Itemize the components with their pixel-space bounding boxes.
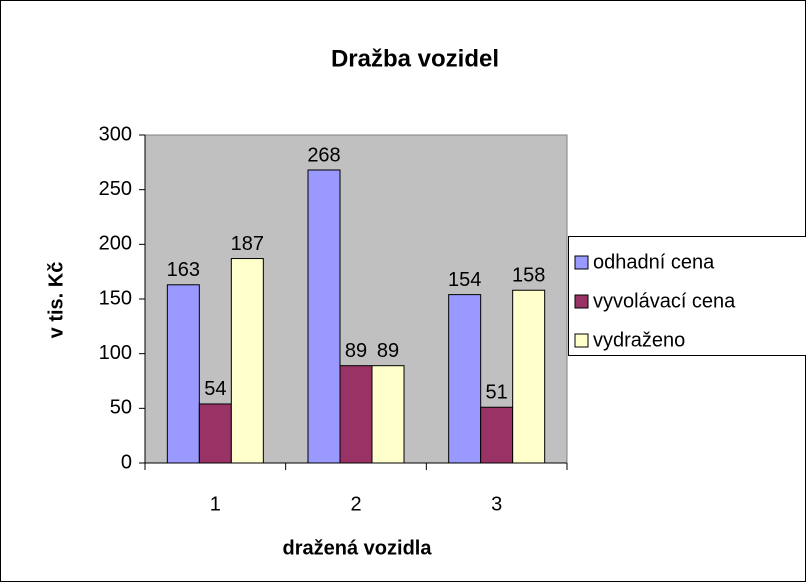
- legend-marker: [574, 333, 589, 348]
- x-axis-label: dražená vozidla: [283, 537, 433, 559]
- x-tick-label: 2: [350, 493, 361, 515]
- data-label: 187: [231, 233, 264, 255]
- data-label: 158: [512, 265, 545, 287]
- bar: [166, 284, 200, 464]
- chart-title: Dražba vozidel: [331, 45, 499, 72]
- bar: [230, 258, 264, 464]
- y-tick-label: 200: [99, 233, 132, 255]
- y-tick-label: 0: [121, 451, 132, 473]
- data-label: 54: [204, 378, 226, 400]
- bar: [512, 289, 546, 464]
- legend-label: vydraženo: [593, 329, 685, 351]
- data-label: 89: [377, 340, 399, 362]
- data-label: 51: [486, 382, 508, 404]
- bar: [339, 365, 373, 464]
- x-tick-label: 3: [491, 493, 502, 515]
- y-tick-label: 300: [99, 123, 132, 145]
- y-tick-label: 150: [99, 287, 132, 309]
- legend-label: vyvolávací cena: [593, 290, 736, 312]
- bar: [307, 169, 341, 464]
- x-tick-label: 1: [210, 493, 221, 515]
- bar: [371, 365, 405, 464]
- data-label: 154: [448, 269, 481, 291]
- legend-label: odhadní cena: [593, 251, 715, 273]
- y-tick-label: 100: [99, 342, 132, 364]
- legend-marker: [574, 255, 589, 270]
- legend: [568, 236, 806, 356]
- bar: [480, 406, 514, 464]
- data-label: 89: [345, 340, 367, 362]
- y-axis-label: v tis. Kč: [45, 262, 67, 339]
- legend-marker: [574, 294, 589, 309]
- y-tick-label: 250: [99, 178, 132, 200]
- bar: [448, 294, 482, 464]
- data-label: 163: [167, 259, 200, 281]
- bar: [198, 403, 232, 464]
- y-tick-label: 50: [110, 397, 132, 419]
- data-label: 268: [307, 144, 340, 166]
